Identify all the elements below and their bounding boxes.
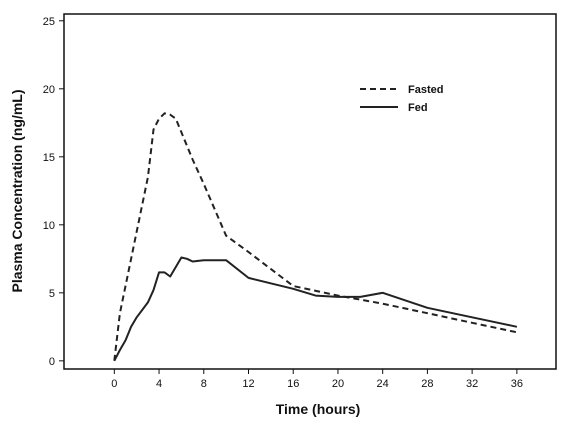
y-axis-title: Plasma Concentration (ng/mL) bbox=[9, 89, 25, 292]
legend: Fasted Fed bbox=[360, 84, 443, 114]
axis-ticks: 0 4 8 12 16 20 24 28 32 36 0 5 10 15 20 25 bbox=[43, 16, 523, 390]
x-tick-label: 28 bbox=[421, 378, 433, 390]
x-tick-label: 8 bbox=[201, 378, 207, 390]
y-tick-label: 5 bbox=[49, 288, 55, 300]
x-tick-label: 20 bbox=[332, 378, 344, 390]
y-tick-label: 20 bbox=[43, 84, 55, 96]
series-line-fasted bbox=[113, 112, 518, 361]
y-tick-label: 10 bbox=[43, 220, 55, 232]
y-tick-label: 15 bbox=[43, 152, 55, 164]
x-tick-label: 16 bbox=[287, 378, 299, 390]
x-tick-label: 0 bbox=[111, 378, 117, 390]
x-axis-title: Time (hours) bbox=[276, 401, 361, 417]
y-tick-label: 25 bbox=[43, 16, 55, 28]
x-tick-label: 4 bbox=[156, 378, 162, 390]
legend-label-fasted: Fasted bbox=[408, 84, 443, 96]
series-layer bbox=[113, 112, 518, 362]
x-tick-label: 24 bbox=[377, 378, 389, 390]
legend-label-fed: Fed bbox=[408, 102, 428, 114]
y-tick-label: 0 bbox=[49, 356, 55, 368]
x-tick-label: 32 bbox=[466, 378, 478, 390]
series-line-fed bbox=[113, 256, 518, 362]
x-tick-label: 12 bbox=[242, 378, 254, 390]
plot-frame bbox=[63, 13, 557, 370]
x-tick-label: 36 bbox=[511, 378, 523, 390]
